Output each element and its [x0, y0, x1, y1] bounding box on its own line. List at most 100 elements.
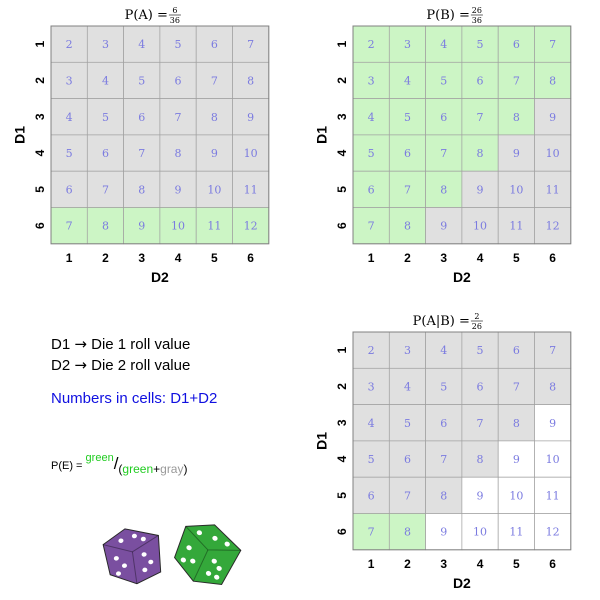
- cell-sum: 6: [368, 183, 375, 196]
- cell-sum: 5: [368, 453, 375, 466]
- grid-cell: [232, 61, 270, 99]
- probability-formula: P(E) = green/(green+gray): [51, 452, 187, 476]
- die-pip: [115, 571, 122, 576]
- grid-cell: [352, 476, 390, 514]
- grid-cell: [388, 331, 426, 369]
- cell-sum: 10: [244, 147, 258, 160]
- grid-cell: [497, 25, 535, 63]
- x-tick-label: 5: [513, 557, 520, 571]
- x-tick-label: 5: [513, 251, 520, 265]
- y-tick-label: 2: [335, 383, 349, 390]
- die-pip: [113, 556, 119, 561]
- die-pip: [196, 530, 203, 536]
- cell-sum: 6: [440, 417, 447, 430]
- cell-sum: 10: [546, 453, 560, 466]
- arrow-icon: →: [74, 335, 87, 353]
- grid-cell: [461, 513, 499, 551]
- grid-cell: [461, 134, 499, 172]
- grid-cell: [461, 440, 499, 478]
- grid-cell: [388, 170, 426, 208]
- grid-cell: [534, 134, 572, 172]
- cell-sum: 4: [440, 344, 447, 357]
- cell-sum: 6: [66, 183, 73, 196]
- cell-sum: 7: [477, 417, 484, 430]
- cell-sum: 8: [513, 111, 520, 124]
- cell-sum: 7: [404, 489, 411, 502]
- cell-sum: 9: [138, 220, 145, 233]
- cell-sum: 7: [368, 526, 375, 539]
- y-tick-label: 2: [33, 77, 47, 84]
- grid-cell: [86, 61, 124, 99]
- cell-sum: 8: [404, 220, 411, 233]
- y-tick-label: 1: [33, 40, 47, 47]
- grid-cell: [232, 207, 270, 245]
- grid-cell: [50, 25, 88, 63]
- cell-sum: 6: [368, 489, 375, 502]
- cell-sum: 4: [368, 417, 375, 430]
- cell-sum: 9: [477, 489, 484, 502]
- y-tick-label: 2: [335, 77, 349, 84]
- grid-title: P(B) =: [426, 8, 469, 23]
- cell-sum: 8: [247, 74, 254, 87]
- grid-cell: [497, 170, 535, 208]
- d2-description: Die 2 roll value: [91, 357, 191, 374]
- grid-cell: [388, 134, 426, 172]
- title-numerator: 2: [474, 312, 479, 321]
- grid-border: [50, 25, 270, 245]
- arrow-icon: →: [74, 356, 87, 374]
- cell-sum: 5: [404, 417, 411, 430]
- cells-note: Numbers in cells: D1+D2: [51, 390, 218, 407]
- formula-green: green: [122, 462, 154, 476]
- cell-sum: 9: [513, 147, 520, 160]
- die-pip: [211, 558, 217, 564]
- cell-sum: 5: [477, 344, 484, 357]
- cell-sum: 8: [513, 417, 520, 430]
- grid-cell: [534, 476, 572, 514]
- grid-border: [352, 331, 572, 551]
- cell-sum: 7: [102, 183, 109, 196]
- cell-sum: 9: [247, 111, 254, 124]
- grid-cell: [461, 61, 499, 99]
- grid-cell: [425, 404, 463, 442]
- cell-sum: 9: [549, 417, 556, 430]
- formula-prefix: P(E) =: [51, 460, 86, 472]
- grid-cell: [50, 207, 88, 245]
- die-pip: [216, 565, 222, 571]
- cell-sum: 3: [66, 74, 73, 87]
- cell-sum: 5: [440, 380, 447, 393]
- cell-sum: 5: [440, 74, 447, 87]
- grid-cell: [497, 98, 535, 136]
- d2-name: D2: [51, 357, 71, 374]
- die-edge: [185, 526, 241, 551]
- grid-cell: [232, 25, 270, 63]
- cell-sum: 6: [175, 74, 182, 87]
- grid-cell: [159, 98, 197, 136]
- cell-sum: 6: [513, 344, 520, 357]
- y-tick-label: 4: [335, 149, 349, 156]
- grid-cell: [425, 513, 463, 551]
- cell-sum: 8: [138, 183, 145, 196]
- die-pip: [212, 535, 218, 541]
- cell-sum: 7: [175, 111, 182, 124]
- cell-sum: 4: [440, 38, 447, 51]
- die-pip: [190, 558, 196, 564]
- grid-cell: [425, 170, 463, 208]
- cell-sum: 7: [211, 74, 218, 87]
- die-pip: [121, 563, 127, 568]
- cell-sum: 4: [368, 111, 375, 124]
- y-tick-label: 4: [335, 455, 349, 462]
- die-pip: [140, 536, 146, 542]
- grid-cell: [352, 207, 390, 245]
- d1-legend: D1 → Die 1 roll value: [51, 335, 190, 353]
- cell-sum: 10: [509, 183, 523, 196]
- x-tick-label: 2: [404, 251, 411, 265]
- grid-cell: [534, 61, 572, 99]
- y-axis-label: D1: [314, 432, 330, 450]
- cell-sum: 9: [211, 147, 218, 160]
- cell-sum: 10: [473, 526, 487, 539]
- grid-cell: [86, 134, 124, 172]
- die-pip: [141, 552, 147, 557]
- cell-sum: 4: [404, 74, 411, 87]
- x-tick-label: 4: [175, 251, 182, 265]
- cell-sum: 9: [513, 453, 520, 466]
